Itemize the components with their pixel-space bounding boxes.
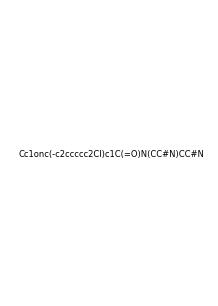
- Text: Cc1onc(-c2ccccc2Cl)c1C(=O)N(CC#N)CC#N: Cc1onc(-c2ccccc2Cl)c1C(=O)N(CC#N)CC#N: [19, 150, 205, 159]
